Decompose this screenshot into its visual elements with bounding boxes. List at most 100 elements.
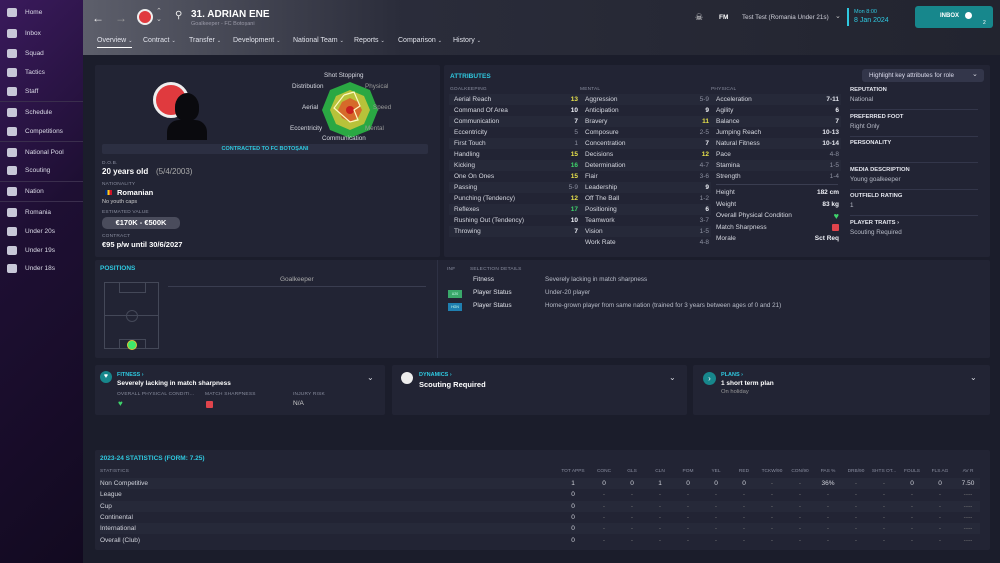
inbox-button[interactable]: INBOX 2 — [915, 6, 993, 28]
detail-name: Morale — [716, 235, 736, 242]
stat-column-header[interactable]: CON/90 — [791, 469, 809, 474]
plans-card[interactable]: › PLANS › 1 short term plan On holiday ⌄ — [693, 365, 990, 415]
stat-cell: - — [658, 491, 662, 499]
goalkeeper-position-marker[interactable] — [127, 340, 137, 350]
stat-cell: - — [714, 513, 718, 521]
dynamics-title[interactable]: DYNAMICS › — [419, 372, 452, 378]
sharpness-label: MATCH SHARPNESS — [205, 392, 256, 397]
attribute-name: Stamina — [716, 162, 740, 169]
stat-column-header[interactable]: FOULS — [904, 469, 920, 474]
mental-label: MENTAL — [580, 87, 601, 92]
stat-column-header[interactable]: RED — [738, 469, 750, 474]
sidebar-item-under-18s[interactable]: Under 18s — [0, 259, 83, 277]
sidebar-item-scouting[interactable]: Scouting — [0, 161, 83, 179]
plans-summary: 1 short term plan — [721, 380, 774, 387]
tab-history[interactable]: History ⌄ — [453, 37, 481, 44]
stats-row: Cup 0- - - - - - - - - - - - - ---- — [100, 500, 980, 512]
chevron-down-icon[interactable]: ⌄ — [970, 373, 977, 382]
stat-cell: - — [826, 491, 830, 499]
attribute-name: Off The Ball — [585, 195, 620, 202]
nationality[interactable]: Romanian — [117, 188, 154, 197]
sidebar-item-tactics[interactable]: Tactics — [0, 63, 83, 81]
stat-column-header[interactable]: FLS AG — [931, 469, 949, 474]
switch-player-icon[interactable]: ⌃ ⌄ — [156, 8, 162, 23]
stat-cell: 0 — [630, 480, 634, 487]
sidebar-item-romania[interactable]: Romania — [0, 203, 83, 221]
chevron-down-icon: ⌄ — [276, 38, 281, 44]
sidebar-item-national-pool[interactable]: National Pool — [0, 143, 83, 161]
tab-reports[interactable]: Reports ⌄ — [354, 37, 385, 44]
attribute-row: Stamina 1-5 — [711, 160, 841, 171]
back-icon[interactable]: ← — [92, 11, 104, 25]
tab-development[interactable]: Development ⌄ — [233, 37, 280, 44]
stat-column-header[interactable]: CLN — [655, 469, 665, 474]
sidebar-item-home[interactable]: Home — [0, 3, 83, 21]
stat-column-header[interactable]: POM — [682, 469, 694, 474]
divider — [850, 215, 978, 216]
stat-column-header[interactable]: PAS % — [820, 469, 836, 474]
condition-heart-icon: ♥ — [833, 210, 839, 221]
fitness-title[interactable]: FITNESS › — [117, 372, 144, 378]
attribute-value: 1-2 — [699, 195, 709, 202]
highlight-attributes-dropdown[interactable]: Highlight key attributes for role ⌄ — [862, 69, 984, 82]
youth-caps: No youth caps — [102, 199, 138, 205]
chevron-down-icon[interactable]: ⌄ — [669, 373, 676, 382]
chevron-down-icon[interactable]: ⌄ — [835, 13, 841, 20]
attribute-value: 4-7 — [699, 162, 709, 169]
stat-column-header[interactable]: SHTS OT... — [871, 469, 897, 474]
stat-cell: - — [742, 502, 746, 510]
stat-column-header[interactable]: GLS — [627, 469, 637, 474]
info-value: National — [850, 96, 874, 103]
chevron-down-icon[interactable]: ⌄ — [367, 373, 374, 382]
sidebar-item-label: Under 20s — [25, 227, 55, 235]
club-badge-icon[interactable] — [137, 9, 153, 25]
stat-column-header[interactable]: TOT APPS — [561, 469, 585, 474]
stat-cell: 0 — [938, 480, 942, 487]
stat-column-header[interactable]: DRB/90 — [847, 469, 865, 474]
stat-column-header[interactable]: YEL — [711, 469, 721, 474]
stat-column-header[interactable]: TCKW/90 — [761, 469, 783, 474]
search-icon[interactable]: ⚲ — [175, 10, 183, 21]
fitness-card[interactable]: ♥ FITNESS › Severely lacking in match sh… — [95, 365, 385, 415]
tab-transfer[interactable]: Transfer ⌄ — [189, 37, 221, 44]
sidebar-item-under-19s[interactable]: Under 19s — [0, 241, 83, 259]
manager-selector[interactable]: Test Test (Romania Under 21s) — [742, 14, 829, 21]
tab-contract[interactable]: Contract ⌄ — [143, 37, 176, 44]
attribute-name: Determination — [585, 162, 626, 169]
tab-label: Reports — [354, 37, 379, 44]
sidebar-item-under-20s[interactable]: Under 20s — [0, 222, 83, 240]
current-date[interactable]: 8 Jan 2024 — [854, 17, 889, 24]
dynamics-card[interactable]: DYNAMICS › Scouting Required ⌄ — [392, 365, 687, 415]
sidebar-item-squad[interactable]: Squad — [0, 44, 83, 62]
condition-label: OVERALL PHYSICAL CONDITI... — [117, 392, 195, 397]
info-player-traits[interactable]: PLAYER TRAITS › — [850, 219, 900, 226]
radar-label: Distribution — [292, 83, 324, 90]
tab-overview[interactable]: Overview ⌄ — [97, 37, 133, 48]
plans-title[interactable]: PLANS › — [721, 372, 743, 378]
stat-column-header[interactable]: AV R — [962, 469, 974, 474]
attribute-row: Leadership 9 — [580, 182, 711, 193]
tab-national-team[interactable]: National Team ⌄ — [293, 37, 344, 44]
attribute-name: Eccentricity — [454, 129, 488, 136]
player-silhouette-body — [167, 120, 207, 140]
attribute-row: Teamwork 3-7 — [580, 215, 711, 226]
divider — [716, 184, 838, 185]
sidebar-item-schedule[interactable]: Schedule — [0, 103, 83, 121]
attribute-name: Handling — [454, 151, 480, 158]
shirt-icon — [7, 48, 17, 58]
sidebar-item-competitions[interactable]: Competitions — [0, 122, 83, 140]
attribute-name: Jumping Reach — [716, 129, 762, 136]
attribute-value: 17 — [570, 206, 578, 213]
stat-cell: 0 — [910, 480, 914, 487]
sidebar-item-staff[interactable]: Staff — [0, 82, 83, 100]
attribute-row: Kicking 16 — [449, 160, 580, 171]
stats-row: Continental 0- - - - - - - - - - - - - ---- — [100, 512, 980, 523]
attribute-row: Throwing 7 — [449, 226, 580, 237]
sidebar-item-nation[interactable]: Nation — [0, 182, 83, 200]
stat-column-header[interactable]: CONC — [596, 469, 612, 474]
tab-comparison[interactable]: Comparison ⌄ — [398, 37, 442, 44]
sidebar-item-inbox[interactable]: Inbox — [0, 24, 83, 42]
skull-icon[interactable]: ☠ — [695, 12, 704, 22]
attribute-value: 15 — [570, 151, 578, 158]
forward-icon[interactable]: → — [115, 11, 127, 25]
